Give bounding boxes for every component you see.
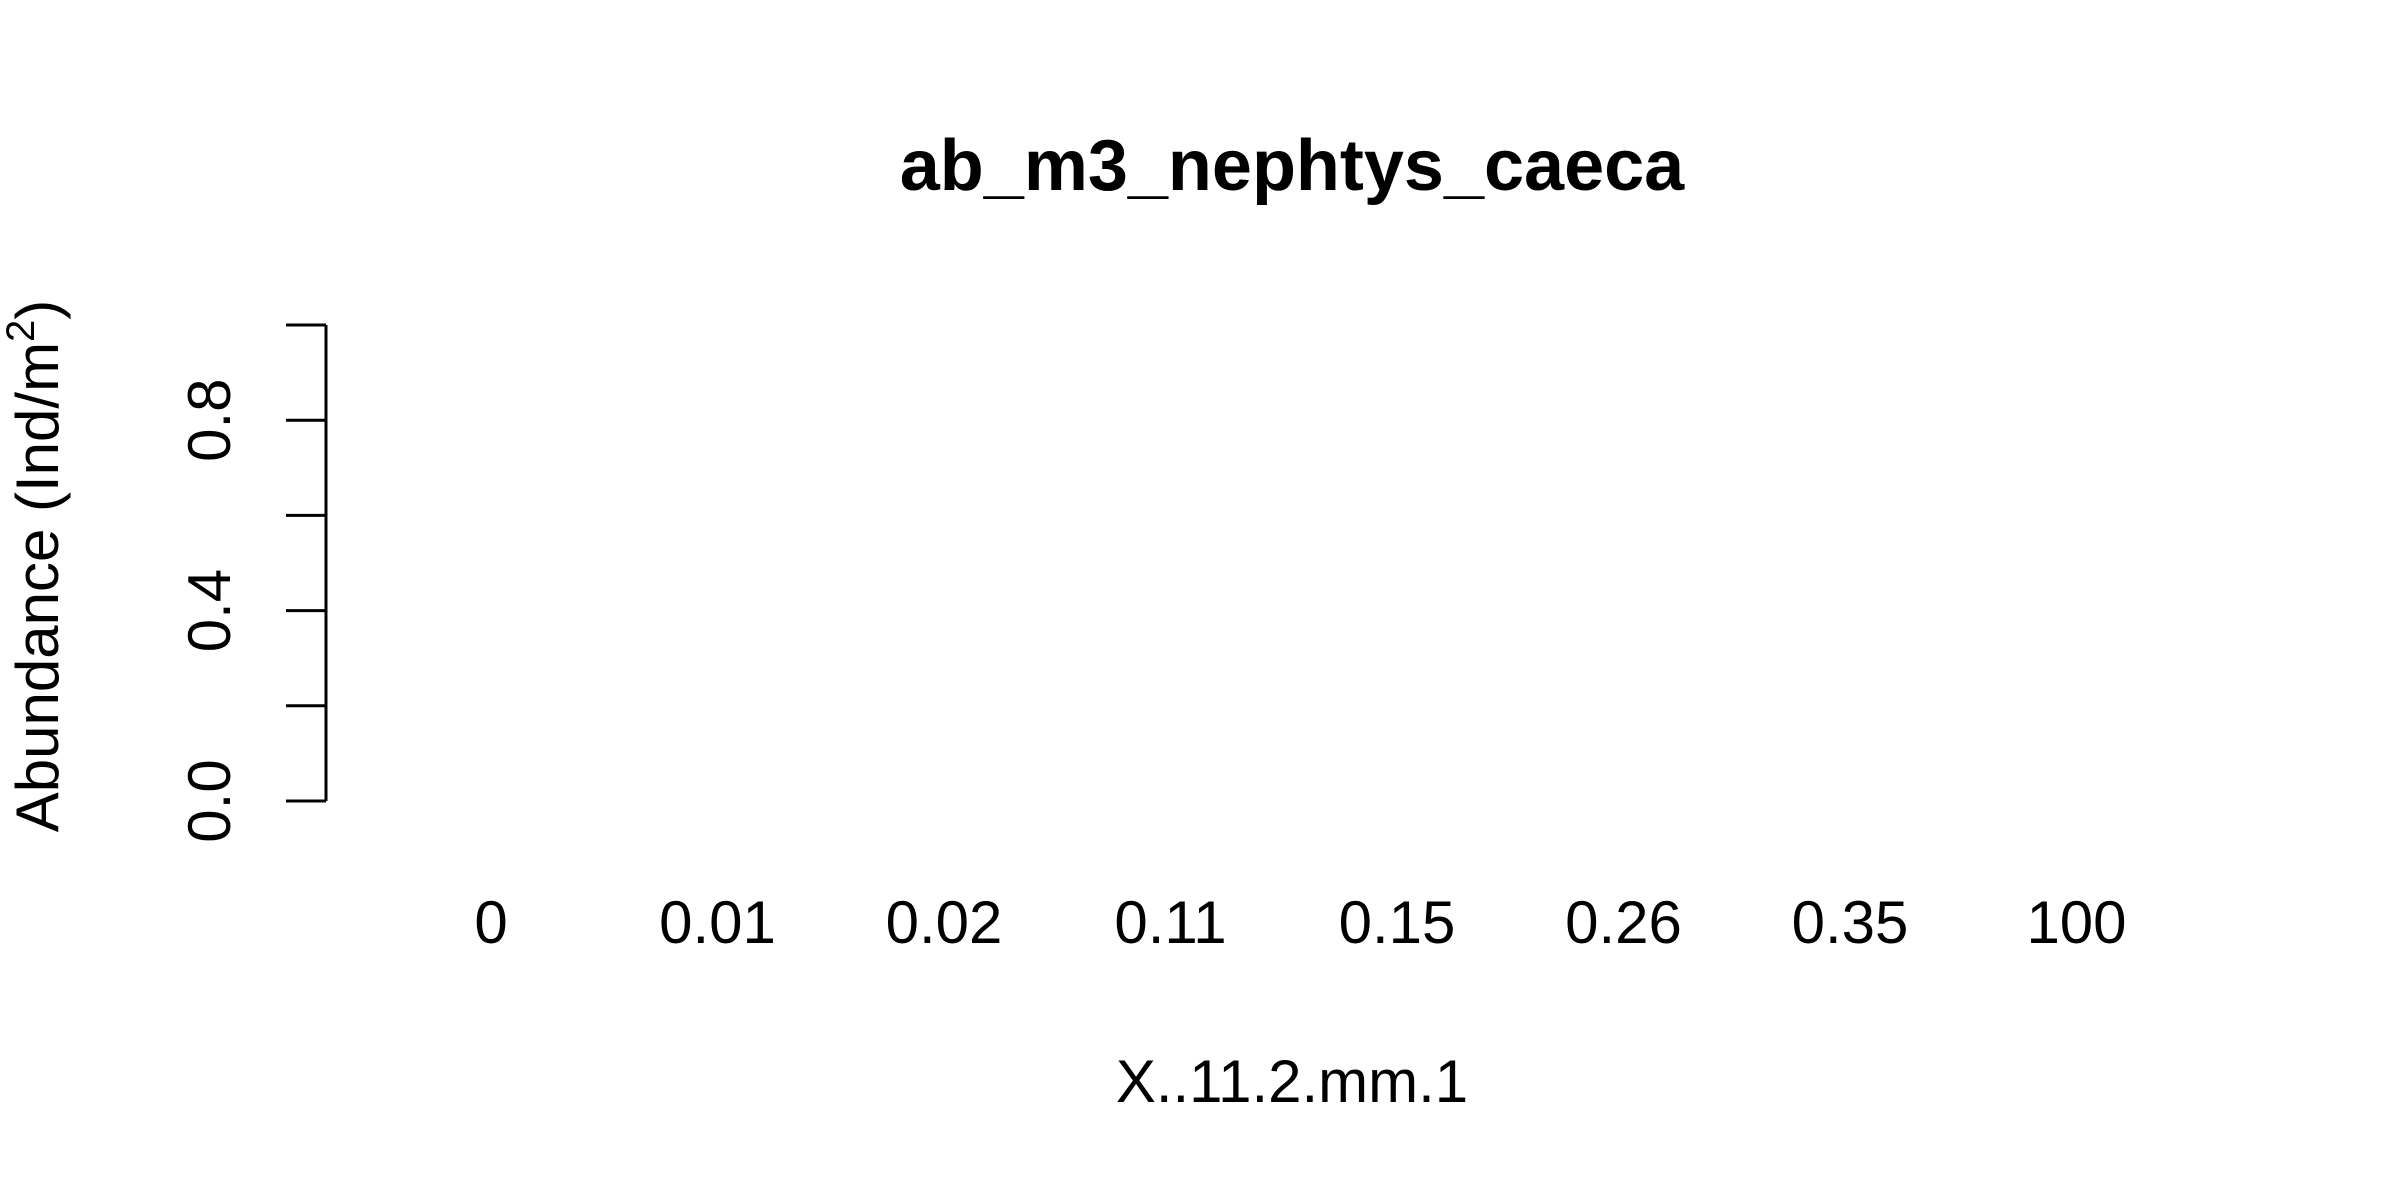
x-tick-labels: 0 0.01 0.02 0.11 0.15 0.26 0.35 100 [474,889,2126,956]
y-ticks: 0.0 0.4 0.8 [176,323,326,843]
x-tick-label: 0.11 [1114,889,1226,956]
chart-title: ab_m3_nephtys_caeca [900,126,1685,206]
x-tick-label: 0.26 [1565,889,1682,956]
y-axis-label-close: ) [4,300,71,320]
x-tick-label: 0.01 [659,889,776,956]
x-tick-label: 100 [2026,889,2126,956]
x-tick-label: 0 [474,889,507,956]
x-tick-label: 0.02 [886,889,1003,956]
x-tick-label: 0.15 [1339,889,1456,956]
x-axis-label: X..11.2.mm.1 [1116,1048,1468,1115]
y-axis-label: Abundance (Ind/m2) [0,300,71,833]
y-axis-label-superscript: 2 [0,320,43,342]
y-tick-label: 0.4 [176,569,243,652]
y-axis-label-main: Abundance (Ind/m [4,342,71,832]
y-tick-label: 0.8 [176,378,243,461]
x-tick-label: 0.35 [1792,889,1909,956]
y-tick-label: 0.0 [176,759,243,842]
